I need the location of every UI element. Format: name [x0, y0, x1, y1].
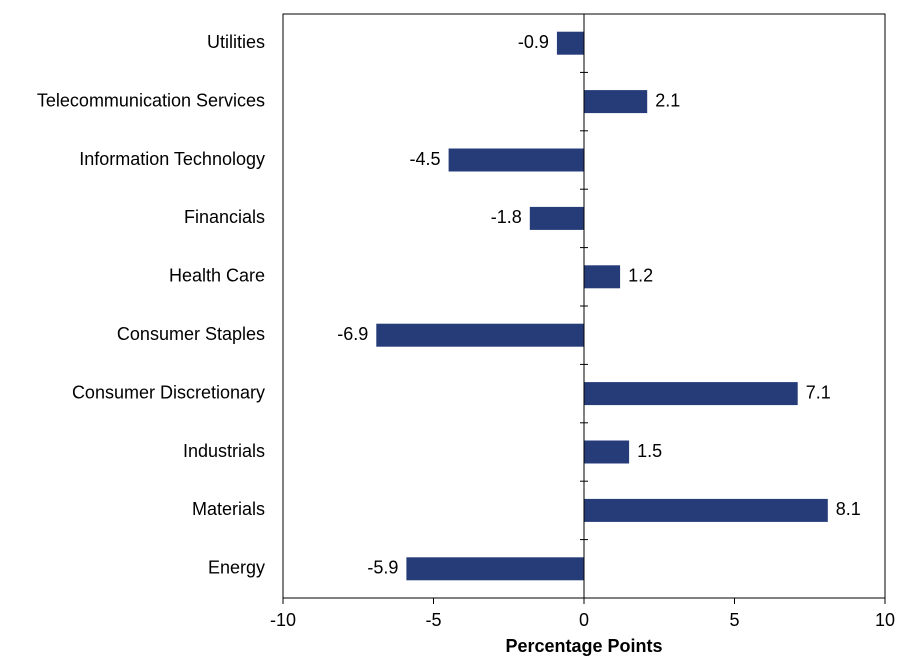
value-label: 2.1: [655, 90, 680, 110]
category-label: Materials: [192, 499, 265, 519]
x-tick-label: 5: [729, 610, 739, 630]
bar-energy: [406, 557, 584, 581]
bar-materials: [584, 498, 828, 522]
bar-information-technology: [448, 148, 584, 172]
bar-financials: [529, 206, 584, 230]
value-label: 7.1: [806, 382, 831, 402]
category-label: Health Care: [169, 266, 265, 286]
x-tick-label: 10: [875, 610, 895, 630]
category-label: Consumer Discretionary: [72, 382, 265, 402]
bar-telecommunication-services: [584, 90, 648, 114]
value-label: 8.1: [836, 499, 861, 519]
x-tick-label: 0: [579, 610, 589, 630]
value-label: -5.9: [367, 558, 398, 578]
category-label: Utilities: [207, 32, 265, 52]
x-tick-label: -10: [270, 610, 296, 630]
value-label: -1.8: [491, 207, 522, 227]
value-label: -4.5: [410, 149, 441, 169]
bars-group: [376, 31, 828, 581]
category-labels-group: Energy Materials Industrials Consumer Discr…: [37, 32, 265, 578]
bar-consumer-staples: [376, 323, 584, 347]
zero-axis-group: [580, 13, 588, 599]
category-label: Telecommunication Services: [37, 90, 265, 110]
bar-utilities: [556, 31, 584, 55]
category-label: Energy: [208, 558, 265, 578]
x-tick-label: -5: [425, 610, 441, 630]
value-label: -6.9: [337, 324, 368, 344]
x-axis-title: Percentage Points: [505, 636, 662, 656]
category-label: Industrials: [183, 441, 265, 461]
category-label: Financials: [184, 207, 265, 227]
category-label: Information Technology: [79, 149, 265, 169]
bar-consumer-discretionary: [584, 382, 798, 406]
x-ticks-group: -10 -5 0 5 10: [270, 598, 895, 630]
category-label: Consumer Staples: [117, 324, 265, 344]
value-label: 1.2: [628, 266, 653, 286]
value-label: -0.9: [518, 32, 549, 52]
bar-industrials: [584, 440, 630, 464]
value-labels-group: -5.9 8.1 1.5 7.1 -6.9 1.2 -1.8 -4.5 2.1 -0.9: [337, 32, 861, 578]
value-label: 1.5: [637, 441, 662, 461]
bar-health-care: [584, 265, 621, 289]
